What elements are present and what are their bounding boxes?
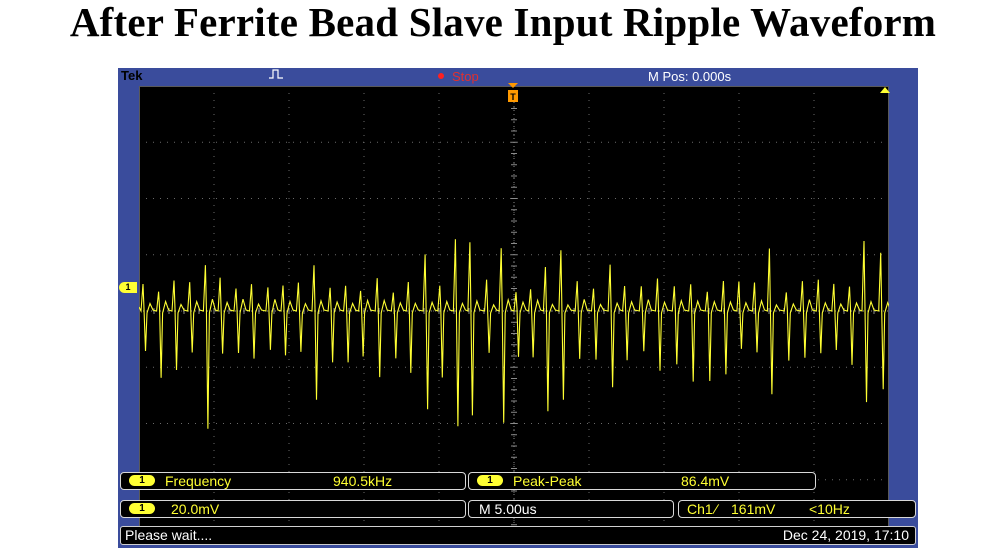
trigger-slope-icon: ∕ [715,501,718,517]
status-bar: Please wait.... Dec 24, 2019, 17:10 [120,526,916,545]
timebase-value: M 5.00us [479,501,537,517]
ch1-scale-badge: 1 [129,503,155,514]
trigger-panel[interactable]: Ch1 ∕ 161mV <10Hz [678,500,916,518]
trigger-level-icon[interactable] [880,86,890,94]
channel-1-marker-icon[interactable]: 1 [119,282,137,293]
ch1-waveform-trace [139,239,889,429]
trigger-source: Ch1 [687,501,713,517]
waveform-graticule [139,86,889,536]
trigger-level-value: 161mV [731,501,776,517]
measurement-frequency[interactable]: 1 Frequency 940.5kHz [120,472,466,490]
graticule-grid [139,86,889,536]
trigger-frequency: <10Hz [809,501,850,517]
trigger-position-icon[interactable]: T [507,82,519,104]
measurement-label: Peak-Peak [513,473,582,489]
m-pos-readout: M Pos: 0.000s [648,69,732,84]
measurement-label: Frequency [165,473,232,489]
measurement-value: 86.4mV [681,473,730,489]
status-message: Please wait.... [125,527,213,543]
page-title: After Ferrite Bead Slave Input Ripple Wa… [69,0,937,45]
run-status[interactable]: Stop [452,69,479,84]
ch1-scale-panel[interactable]: 1 20.0mV [120,500,466,518]
svg-text:T: T [510,92,516,102]
measurement-channel-badge: 1 [477,475,503,486]
timebase-panel[interactable]: M 5.00us [468,500,674,518]
tek-logo: Tek [121,68,143,83]
oscilloscope-display: Tek Stop M Pos: 0.000s T 1 1 Frequency 9… [118,68,918,548]
measurement-channel-badge: 1 [129,475,155,486]
trigger-mode-icon [268,68,284,83]
ch1-scale-value: 20.0mV [171,501,220,517]
measurement-peak-peak[interactable]: 1 Peak-Peak 86.4mV [468,472,816,490]
stop-indicator-icon [438,73,444,79]
timestamp: Dec 24, 2019, 17:10 [782,527,909,543]
measurement-value: 940.5kHz [333,473,393,489]
